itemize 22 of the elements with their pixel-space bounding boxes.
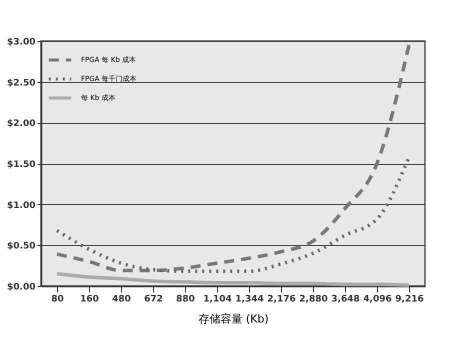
- y-tick-label: $0.00: [7, 282, 36, 292]
- x-tick-label: 9,216: [395, 294, 424, 304]
- y-tick-label: $3.00: [7, 38, 36, 48]
- y-tick-label: $1.50: [7, 160, 36, 170]
- line-series: [55, 272, 411, 287]
- x-axis-title: 存储容量 (Kb): [198, 312, 269, 326]
- x-tick-label: 880: [176, 294, 195, 304]
- x-tick-label: 672: [144, 294, 163, 304]
- x-tick-label: 2,176: [267, 294, 296, 304]
- x-tick-label: 1,104: [203, 294, 232, 304]
- y-tick-label: $2.00: [7, 119, 36, 130]
- y-tick-label: $1.00: [7, 200, 36, 211]
- x-tick-label: 1,344: [235, 294, 264, 304]
- x-tick-label: 160: [80, 294, 99, 304]
- x-tick-label: 80: [51, 294, 64, 304]
- line-series: [55, 43, 411, 272]
- y-tick-label: $2.50: [7, 78, 36, 88]
- x-tick-label: 4,096: [363, 294, 392, 304]
- x-tick-label: 3,648: [331, 294, 360, 304]
- x-tick-label: 2,880: [299, 294, 328, 304]
- x-tick-label: 480: [112, 294, 131, 304]
- y-tick-label: $0.50: [7, 242, 36, 252]
